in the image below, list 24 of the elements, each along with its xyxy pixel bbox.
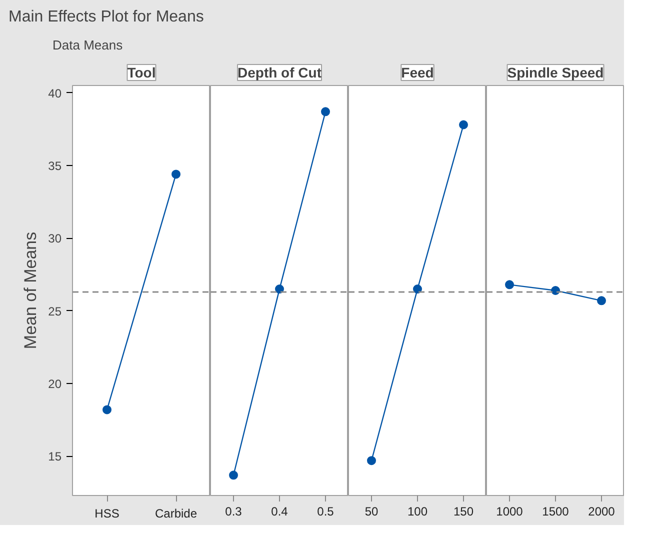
x-tick-label: 100 bbox=[407, 504, 428, 518]
x-axis-title: Tool bbox=[127, 64, 156, 80]
x-tick-label: 1000 bbox=[496, 504, 524, 518]
y-tick-label: 40 bbox=[48, 86, 62, 100]
x-tick-label: 1500 bbox=[542, 504, 570, 518]
x-tick-label: 150 bbox=[453, 504, 474, 518]
x-tick-label: Carbide bbox=[154, 506, 198, 520]
chart-subtitle: Data Means bbox=[52, 38, 124, 52]
x-tick-label: 0.3 bbox=[225, 504, 242, 518]
y-tick-label: 15 bbox=[48, 450, 62, 464]
chart-title: Main Effects Plot for Means bbox=[8, 8, 204, 26]
x-axis-title: Feed bbox=[401, 64, 434, 80]
x-tick-label: 0.4 bbox=[271, 504, 288, 518]
x-tick-label: 0.5 bbox=[317, 504, 334, 518]
y-tick-label: 35 bbox=[48, 158, 62, 173]
x-axis-title: Depth of Cut bbox=[238, 64, 322, 80]
y-tick-label: 25 bbox=[48, 304, 62, 318]
x-tick-label: HSS bbox=[94, 506, 120, 520]
y-axis-title: Mean of Means bbox=[21, 232, 40, 350]
y-tick-label: 20 bbox=[48, 377, 62, 392]
x-tick-label: 50 bbox=[364, 504, 378, 518]
x-axis-title: Spindle Speed bbox=[507, 64, 604, 80]
y-tick-label: 30 bbox=[48, 232, 62, 246]
x-tick-label: 2000 bbox=[588, 504, 616, 518]
